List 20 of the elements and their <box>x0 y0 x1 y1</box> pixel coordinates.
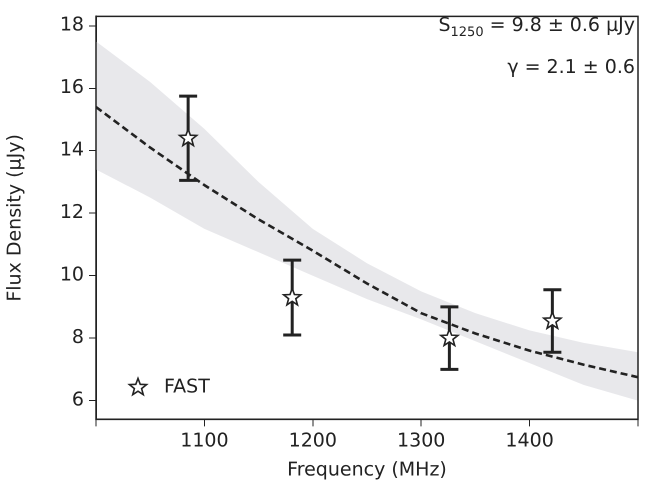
annotation: γ = 2.1 ± 0.6 <box>507 56 635 78</box>
point <box>178 128 198 146</box>
x-axis-title: Frequency (MHz) <box>287 458 447 481</box>
x-tick-label: 1100 <box>180 430 229 452</box>
y-tick-label: 18 <box>60 14 84 36</box>
point <box>440 328 459 346</box>
x-tick-label: 1400 <box>505 430 554 452</box>
y-tick-label: 12 <box>60 201 84 224</box>
y-tick-label: 8 <box>72 326 84 348</box>
y-axis-title: Flux Density (μJy) <box>3 134 26 302</box>
y-tick-label: 16 <box>60 76 84 98</box>
y-tick-label: 10 <box>60 264 84 286</box>
legend-label: FAST <box>164 375 210 398</box>
y-tick-label: 6 <box>72 388 84 411</box>
point <box>543 311 562 330</box>
x-tick-label: 1200 <box>288 430 337 452</box>
x-tick-label: 1300 <box>397 430 446 452</box>
annotation: S$_{1250}$ = 9.8 ± 0.6 μJy <box>438 14 635 40</box>
y-tick-label: 14 <box>60 138 84 161</box>
point <box>282 288 302 306</box>
